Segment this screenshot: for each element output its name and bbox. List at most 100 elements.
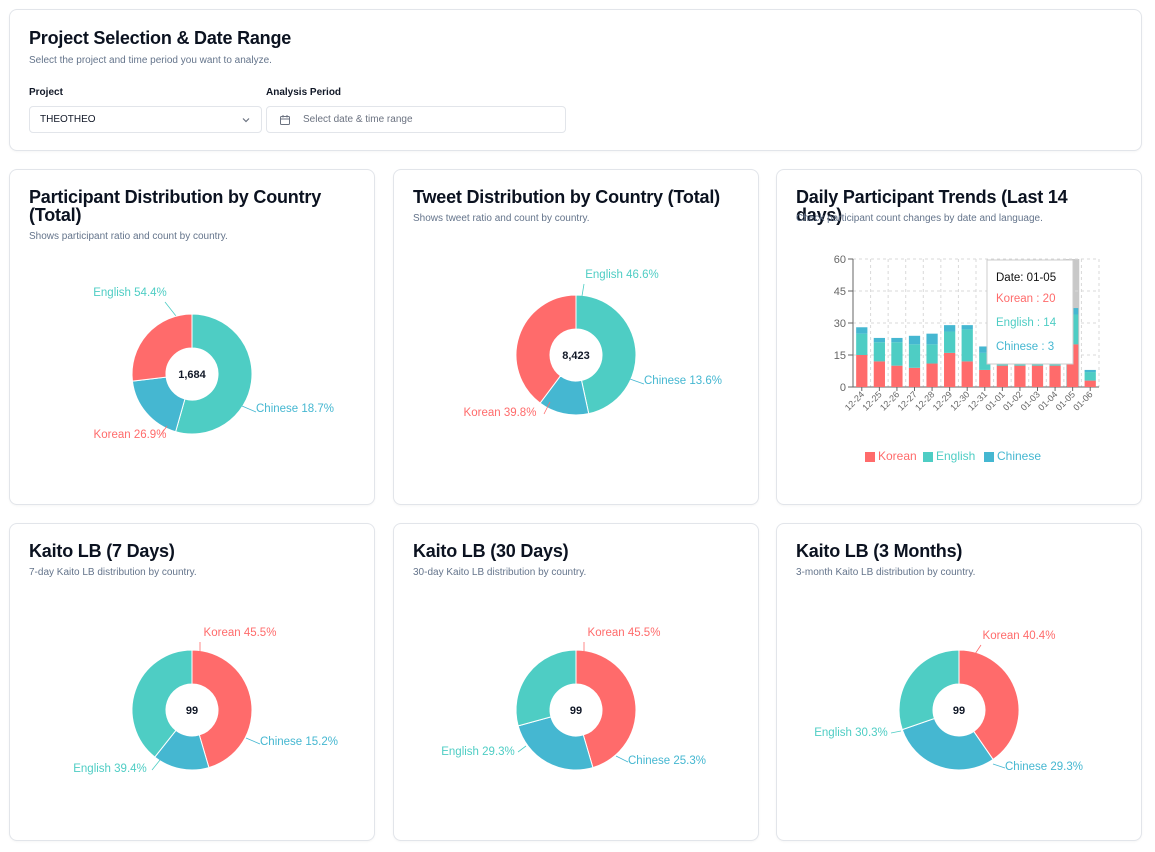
bar-english[interactable]	[856, 333, 868, 355]
card-title: Tweet Distribution by Country (Total)	[413, 187, 720, 207]
bar-korean[interactable]	[1031, 365, 1044, 387]
tooltip-english: English : 14	[996, 317, 1057, 329]
date-range-picker[interactable]: Select date & time range	[266, 106, 566, 133]
label-leader-line	[629, 378, 645, 385]
bar-chinese[interactable]	[856, 327, 868, 334]
card-title: Kaito LB (3 Months)	[796, 541, 963, 561]
calendar-icon	[280, 114, 290, 125]
bar-chinese[interactable]	[908, 335, 921, 345]
bar-korean[interactable]	[979, 369, 991, 387]
pie-slice-chinese[interactable]	[517, 716, 594, 771]
bar-chinese[interactable]	[873, 337, 885, 343]
bar-korean[interactable]	[996, 365, 1008, 387]
slice-label-english: English 54.4%	[93, 287, 167, 299]
pie-slice-chinese[interactable]	[131, 376, 186, 433]
pie-slice-korean[interactable]	[515, 294, 577, 404]
card-title: Kaito LB (7 Days)	[29, 541, 175, 561]
bar-chinese[interactable]	[891, 337, 903, 343]
page-subtitle: Select the project and time period you w…	[29, 55, 272, 66]
bar-korean[interactable]	[961, 361, 973, 387]
participant-donut-chart: English 54.4% Chinese 18.7% Korean 26.9% 1,…	[93, 287, 334, 441]
card-subtitle: 7-day Kaito LB distribution by country.	[29, 567, 197, 578]
bar-english[interactable]	[908, 344, 921, 368]
bar-english[interactable]	[1084, 372, 1096, 381]
label-leader-line	[543, 401, 551, 415]
period-label: Analysis Period	[266, 87, 342, 98]
center-total-label: 99	[186, 705, 198, 717]
slice-label-chinese: Chinese 25.3%	[628, 755, 706, 767]
pie-slice-korean[interactable]	[191, 649, 253, 769]
kaito-3m-card: Kaito LB (3 Months) 3-month Kaito LB dis…	[776, 523, 1142, 841]
bar-korean[interactable]	[1014, 365, 1026, 387]
bar-korean[interactable]	[1084, 380, 1096, 387]
legend-label-chinese[interactable]: Chinese	[997, 449, 1041, 463]
label-leader-line	[517, 745, 527, 753]
bar-english[interactable]	[873, 342, 885, 362]
slice-label-chinese: Chinese 18.7%	[256, 403, 334, 415]
bar-korean[interactable]	[873, 361, 885, 387]
card-subtitle: Check participant count changes by date …	[796, 213, 1043, 224]
slice-label-english: English 30.3%	[814, 727, 888, 739]
card-subtitle: Shows participant ratio and count by cou…	[29, 231, 228, 242]
pie-slice-chinese[interactable]	[901, 717, 994, 771]
y-tick-label: 30	[834, 318, 846, 330]
bar-chinese[interactable]	[961, 325, 973, 330]
pie-slice-english[interactable]	[131, 649, 193, 758]
date-range-placeholder: Select date & time range	[303, 114, 413, 125]
card-title-line-1: Participant Distribution by Country	[29, 187, 322, 207]
center-total-label: 8,423	[562, 350, 590, 362]
card-subtitle: 30-day Kaito LB distribution by country.	[413, 567, 587, 578]
y-tick-label: 0	[840, 382, 846, 394]
bar-chinese[interactable]	[1084, 369, 1096, 373]
legend-swatch-english	[923, 452, 933, 462]
bar-korean[interactable]	[856, 355, 868, 387]
kaito-7d-card: Kaito LB (7 Days) 7-day Kaito LB distrib…	[9, 523, 375, 841]
center-total-label: 99	[570, 705, 582, 717]
project-label: Project	[29, 87, 63, 98]
bar-english[interactable]	[961, 329, 973, 362]
card-title: Kaito LB (30 Days)	[413, 541, 569, 561]
bar-korean[interactable]	[944, 352, 956, 387]
card-subtitle: 3-month Kaito LB distribution by country…	[796, 567, 976, 578]
bar-korean[interactable]	[1049, 365, 1061, 387]
slice-label-korean: Korean 26.9%	[94, 429, 167, 441]
label-leader-line	[159, 425, 168, 437]
chart-tooltip: Date: 01-05 Korean : 20 English : 14 Chines…	[986, 259, 1074, 365]
label-leader-line	[992, 763, 1006, 769]
bar-korean[interactable]	[891, 365, 903, 387]
y-tick-label: 15	[834, 350, 846, 362]
kaito-3m-donut-chart: Korean 40.4% Chinese 29.3% English 30.3% 99	[814, 630, 1083, 773]
pie-slice-english[interactable]	[175, 313, 253, 435]
legend-swatch-korean	[865, 452, 875, 462]
bar-korean[interactable]	[926, 363, 938, 387]
bar-chinese[interactable]	[926, 333, 938, 345]
label-leader-line	[890, 730, 902, 734]
slice-label-english: English 39.4%	[73, 763, 147, 775]
pie-slice-english[interactable]	[898, 649, 960, 731]
card-title: Participant Distribution by Country (Tot…	[29, 188, 349, 224]
bar-english[interactable]	[891, 342, 903, 366]
project-select[interactable]: THEOTHEO	[29, 106, 262, 133]
legend-label-english[interactable]: English	[936, 449, 975, 463]
pie-slice-english[interactable]	[575, 294, 637, 415]
bar-english[interactable]	[979, 352, 991, 370]
bar-korean[interactable]	[1067, 344, 1079, 387]
bar-korean[interactable]	[908, 367, 921, 387]
bar-english[interactable]	[944, 331, 956, 353]
kaito-7d-donut-chart: Korean 45.5% Chinese 15.2% English 39.4% 99	[73, 627, 338, 775]
pie-slice-english[interactable]	[515, 649, 577, 727]
project-selection-card: Project Selection & Date Range Select th…	[9, 9, 1142, 151]
x-tick-label: 01-06	[1071, 389, 1094, 412]
bar-chinese[interactable]	[944, 325, 956, 332]
y-tick-label: 60	[834, 254, 846, 266]
bar-english[interactable]	[926, 344, 938, 364]
card-title-line-2: (Total)	[29, 205, 82, 225]
pie-slice-korean[interactable]	[958, 649, 1020, 761]
pie-slice-korean[interactable]	[131, 313, 193, 382]
tooltip-korean: Korean : 20	[996, 293, 1055, 305]
pie-slice-korean[interactable]	[575, 649, 637, 769]
slice-label-korean: Korean 45.5%	[204, 627, 277, 639]
slice-label-korean: Korean 45.5%	[588, 627, 661, 639]
legend-label-korean[interactable]: Korean	[878, 449, 917, 463]
bar-chinese[interactable]	[979, 346, 991, 353]
